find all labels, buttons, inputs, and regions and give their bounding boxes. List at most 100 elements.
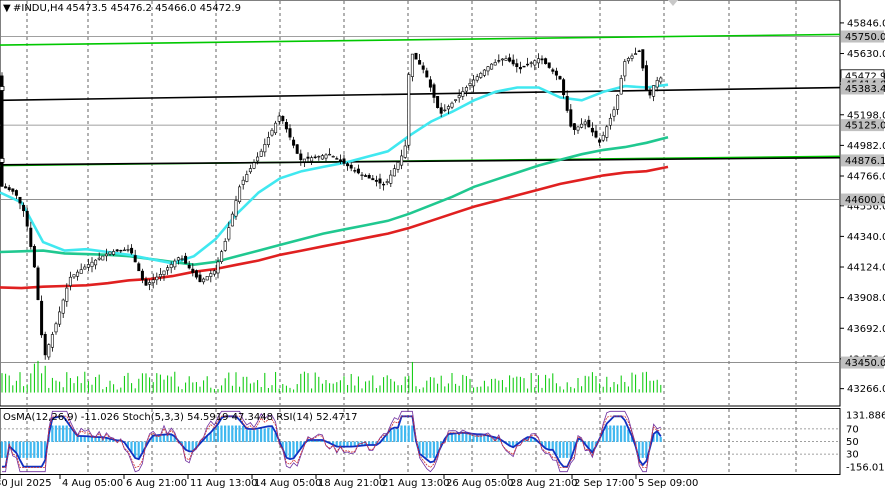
candle-body	[511, 59, 515, 65]
candle-body	[284, 121, 288, 130]
price-tag	[841, 356, 884, 369]
osma-bar	[605, 425, 608, 442]
candle-body	[202, 278, 206, 283]
candle-body	[590, 127, 594, 133]
candle-body	[436, 96, 440, 108]
candle-body	[400, 155, 404, 166]
osma-bar	[22, 441, 25, 458]
chart-shift-icon[interactable]	[668, 0, 678, 6]
anchor-marker[interactable]	[0, 157, 5, 163]
osma-bar	[458, 433, 461, 442]
candle-body	[104, 253, 108, 257]
candle-body	[209, 273, 213, 277]
candle-body	[205, 276, 209, 281]
price-tag	[841, 119, 884, 132]
candle-body	[655, 80, 659, 88]
candle-body	[241, 179, 245, 185]
candle-body	[371, 178, 375, 181]
candle-body	[367, 174, 371, 179]
y-tick-label: 43908.0	[847, 293, 885, 304]
osma-bar	[234, 425, 237, 442]
candle-body	[360, 174, 364, 177]
candle-body	[515, 63, 519, 68]
menu-arrow-icon[interactable]: ▼	[3, 3, 11, 14]
candle-body	[184, 255, 188, 264]
osma-bar	[382, 438, 385, 442]
candle-body	[169, 264, 173, 268]
osma-bar	[609, 425, 612, 442]
candle-body	[324, 154, 328, 159]
candle-body	[594, 130, 598, 138]
osma-bar	[396, 429, 399, 442]
price-tag	[841, 82, 884, 95]
candle-body	[641, 49, 645, 69]
osma-bar	[98, 437, 101, 442]
osma-bar	[249, 430, 252, 442]
osma-bar	[58, 425, 61, 442]
candle-body	[356, 168, 360, 174]
candle-body	[482, 69, 486, 76]
candle-body	[310, 157, 314, 162]
candle-body	[25, 210, 29, 227]
osma-bar	[468, 434, 471, 442]
candle-body	[374, 179, 378, 182]
candle-body	[378, 178, 382, 184]
candle-body	[457, 95, 461, 99]
candle-body	[389, 174, 393, 184]
osma-bar	[162, 435, 165, 442]
candle-body	[65, 287, 69, 302]
candle-body	[428, 79, 432, 88]
candle-body	[601, 134, 605, 141]
candle-body	[450, 102, 454, 108]
osma-bar	[630, 436, 633, 442]
candle-body	[68, 276, 72, 286]
candle-body	[446, 106, 450, 110]
osma-bar	[332, 441, 335, 445]
x-tick-label: 6 Aug 21:00	[126, 478, 187, 489]
x-tick-label: 28 Aug 21:00	[510, 478, 577, 489]
candle-body	[256, 156, 260, 162]
candle-body	[547, 62, 551, 68]
channel-line[interactable]	[0, 156, 840, 166]
candle-body	[0, 75, 4, 187]
osc-axis-label: 131.886	[846, 411, 885, 422]
osma-bar	[656, 432, 659, 442]
candle-body	[11, 188, 15, 192]
osma-bar	[299, 441, 302, 449]
candle-body	[443, 109, 447, 112]
osma-bar	[429, 441, 432, 458]
x-tick-label: 21 Aug 13:00	[382, 478, 449, 489]
y-tick-label: 44766.0	[847, 172, 885, 183]
osma-bar	[411, 425, 414, 442]
candle-body	[151, 279, 155, 284]
candle-body	[338, 159, 342, 162]
candle-body	[475, 76, 479, 81]
candle-body	[176, 257, 180, 261]
candle-body	[317, 155, 321, 158]
candle-body	[529, 62, 533, 64]
candle-body	[292, 139, 296, 146]
osma-bar	[173, 436, 176, 442]
x-tick-label: 26 Aug 05:00	[446, 478, 513, 489]
osma-bar	[238, 425, 241, 442]
osma-bar	[191, 441, 194, 451]
anchor-marker[interactable]	[0, 86, 5, 91]
candle-body	[36, 267, 40, 301]
candle-body	[328, 153, 332, 156]
candle-body	[133, 255, 137, 263]
osma-bar	[450, 434, 453, 442]
candle-body	[83, 266, 87, 270]
osma-bar	[231, 425, 234, 442]
candle-body	[551, 69, 555, 72]
candle-body	[112, 251, 116, 255]
candle-body	[468, 82, 472, 86]
candle-body	[266, 137, 270, 145]
x-tick-label: 5 Sep 09:00	[638, 478, 698, 489]
channel-line[interactable]	[0, 86, 840, 102]
osma-bar	[155, 435, 158, 442]
candle-body	[392, 168, 396, 177]
candle-body	[500, 58, 504, 61]
osma-bar	[141, 441, 144, 453]
channel-line[interactable]	[0, 33, 840, 46]
osma-bar	[245, 429, 248, 442]
